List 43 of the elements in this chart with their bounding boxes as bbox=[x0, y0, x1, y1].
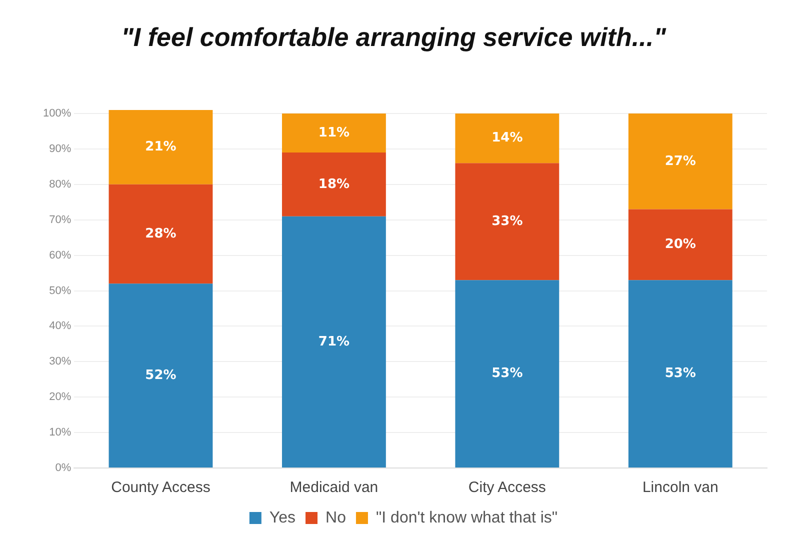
y-tick-label: 30% bbox=[49, 356, 72, 368]
data-label: 28% bbox=[145, 226, 176, 242]
data-label: 71% bbox=[318, 334, 350, 350]
data-label: 33% bbox=[492, 214, 523, 230]
bar bbox=[108, 184, 213, 284]
data-label: 20% bbox=[664, 237, 696, 252]
bar bbox=[628, 280, 732, 468]
y-tick-label: 20% bbox=[49, 391, 72, 404]
chart-title: "I feel comfortable arranging service with..." bbox=[120, 22, 668, 53]
x-tick-label: Medicaid van bbox=[290, 479, 378, 496]
bar bbox=[455, 114, 560, 164]
data-label: 53% bbox=[492, 366, 523, 382]
legend-label: "I don't know what that is" bbox=[376, 509, 558, 526]
data-label: 11% bbox=[318, 125, 350, 140]
bar bbox=[282, 216, 386, 468]
bar bbox=[455, 163, 560, 280]
bar bbox=[282, 114, 386, 153]
data-label: 18% bbox=[318, 176, 350, 192]
bar bbox=[628, 209, 732, 280]
x-tick-label: City Access bbox=[468, 479, 546, 496]
legend-label: Yes bbox=[269, 509, 296, 526]
bar bbox=[282, 152, 386, 216]
bar bbox=[108, 284, 213, 468]
data-label: 53% bbox=[664, 366, 696, 382]
y-tick-label: 10% bbox=[49, 426, 72, 439]
bar bbox=[628, 114, 732, 210]
y-tick-label: 90% bbox=[49, 143, 72, 156]
y-tick-label: 0% bbox=[55, 462, 72, 474]
data-label: 52% bbox=[145, 368, 176, 383]
y-tick-label: 100% bbox=[42, 108, 72, 120]
data-label: 27% bbox=[664, 154, 696, 169]
x-tick-label: County Access bbox=[111, 479, 210, 496]
x-tick-label: Lincoln van bbox=[642, 479, 718, 496]
y-tick-label: 80% bbox=[49, 178, 72, 190]
y-tick-label: 70% bbox=[49, 214, 72, 226]
y-tick-label: 60% bbox=[49, 249, 72, 262]
bar bbox=[108, 110, 213, 184]
y-tick-label: 40% bbox=[49, 320, 72, 332]
data-label: 21% bbox=[145, 140, 176, 155]
legend-label: No bbox=[326, 509, 346, 526]
y-tick-label: 50% bbox=[49, 284, 72, 297]
data-label: 14% bbox=[492, 130, 523, 146]
bar bbox=[455, 280, 560, 468]
